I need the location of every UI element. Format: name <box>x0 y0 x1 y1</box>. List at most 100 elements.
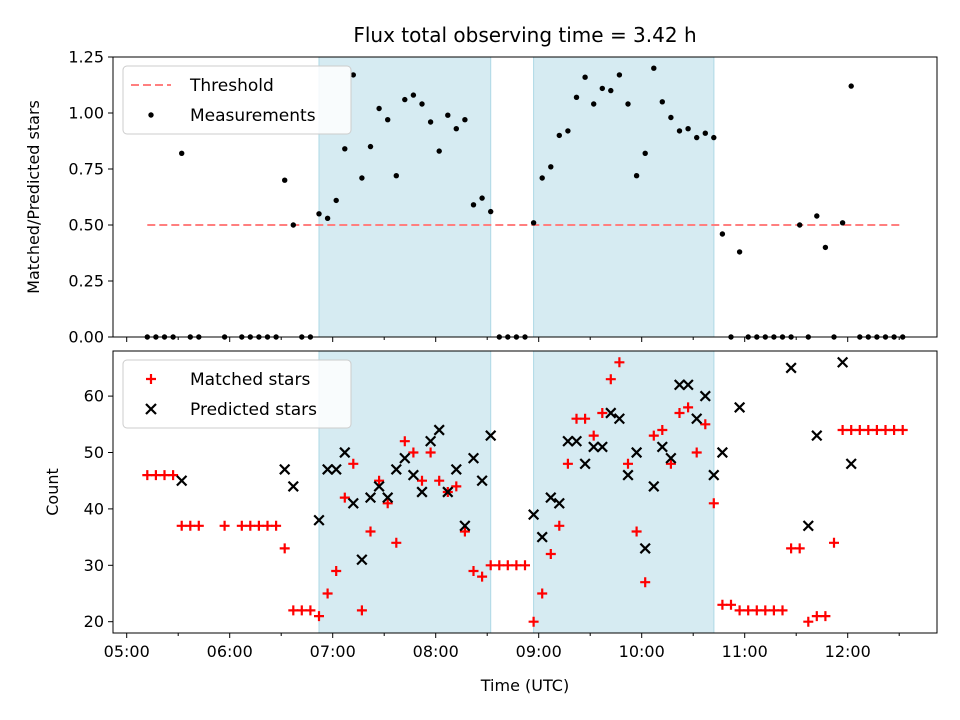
matched-star-marker <box>374 475 385 486</box>
x-tick-label: 07:00 <box>310 642 356 661</box>
predicted-star-marker <box>570 435 583 447</box>
predicted-star-marker <box>613 413 625 425</box>
matched-star-marker <box>279 543 290 554</box>
measurement-point <box>179 150 185 156</box>
measurement-point <box>573 94 580 101</box>
legend-label: Predicted stars <box>190 400 317 420</box>
predicted-star-marker <box>390 463 402 475</box>
predicted-star-marker <box>545 492 557 504</box>
matched-star-marker <box>829 537 839 548</box>
predicted-star-marker <box>416 486 428 498</box>
measurement-point <box>676 128 683 134</box>
matched-star-marker <box>580 413 591 424</box>
measurement-point <box>436 148 442 154</box>
measurement-point <box>290 222 296 228</box>
top-y-axis-label: Matched/Predicted stars <box>24 100 43 294</box>
matched-star-marker <box>863 425 874 435</box>
measurement-point <box>419 101 425 107</box>
measurement-point <box>651 65 657 71</box>
matched-star-marker <box>322 588 333 599</box>
measurement-point <box>316 211 322 217</box>
measurement-point <box>342 146 348 152</box>
measurement-point <box>685 126 691 132</box>
measurement-point <box>565 128 571 134</box>
predicted-star-marker <box>407 469 419 481</box>
predicted-star-marker <box>691 413 703 425</box>
y-tick-label: 20 <box>84 612 104 631</box>
matched-star-marker <box>631 526 642 537</box>
matched-star-marker <box>468 566 479 576</box>
matched-star-marker <box>339 492 350 503</box>
y-tick-label: 50 <box>84 443 104 462</box>
measurement-point <box>548 164 554 170</box>
predicted-star-marker <box>734 401 746 413</box>
y-tick-label: 0.25 <box>68 272 104 291</box>
matched-star-marker <box>236 520 247 531</box>
matched-star-marker <box>846 425 857 435</box>
matched-star-marker <box>683 402 694 413</box>
predicted-star-marker <box>673 379 686 391</box>
x-tick-label: 06:00 <box>207 642 253 661</box>
matched-star-marker <box>768 605 779 616</box>
predicted-star-marker <box>639 542 651 554</box>
y-tick-label: 40 <box>84 499 104 518</box>
predicted-star-marker <box>382 492 394 504</box>
y-tick-label: 0.00 <box>68 328 104 347</box>
predicted-star-marker <box>631 446 643 459</box>
measurement-point <box>659 99 665 105</box>
matched-star-marker <box>477 571 488 582</box>
measurement-point <box>462 117 468 123</box>
bottom-legend: Matched stars Predicted stars <box>122 359 352 429</box>
top-x-axis-ticks <box>126 337 900 342</box>
measurement-point <box>736 249 743 255</box>
matched-star-marker <box>451 481 462 492</box>
y-tick-label: 1.25 <box>68 48 104 67</box>
predicted-star-marker <box>665 452 677 464</box>
matched-star-marker <box>897 425 908 435</box>
matched-star-marker <box>562 458 573 469</box>
matched-star-marker <box>408 447 419 458</box>
measurement-point <box>393 173 399 179</box>
bottom-shaded-regions <box>318 350 715 634</box>
x-tick-label: 11:00 <box>722 642 768 661</box>
x-tick-label: 12:00 <box>825 642 871 661</box>
matched-star-marker <box>459 526 470 537</box>
measurement-point <box>479 195 485 201</box>
measurement-point <box>367 143 374 150</box>
y-tick-label: 60 <box>84 387 104 406</box>
matched-star-marker <box>434 475 445 486</box>
y-tick-label: 30 <box>84 556 104 575</box>
y-tick-label: 0.50 <box>68 216 104 235</box>
matched-star-marker <box>811 611 822 622</box>
measurement-point <box>385 117 391 123</box>
predicted-star-marker <box>279 463 291 475</box>
matched-star-marker <box>880 425 891 435</box>
measurement-point <box>642 150 648 156</box>
measurement-point <box>822 244 829 251</box>
matched-star-marker <box>554 520 565 531</box>
matched-star-marker <box>545 549 556 559</box>
matched-star-marker <box>142 470 153 481</box>
predicted-star-marker <box>476 475 488 487</box>
predicted-star-marker <box>450 463 462 475</box>
matched-star-marker <box>253 520 264 531</box>
measurement-point <box>719 231 726 237</box>
matched-star-marker <box>150 470 161 481</box>
measurement-point <box>402 96 408 103</box>
predicted-star-marker <box>459 520 471 532</box>
predicted-star-marker <box>605 407 617 419</box>
matched-star-marker <box>365 526 376 537</box>
legend-matched-swatch <box>146 374 156 384</box>
matched-star-marker <box>734 605 745 616</box>
measurement-point <box>711 134 717 141</box>
predicted-star-marker <box>364 492 377 504</box>
predicted-star-marker <box>322 463 334 475</box>
x-tick-label: 09:00 <box>516 642 562 661</box>
bottom-y-axis-label: Count <box>43 468 62 516</box>
bottom-series <box>142 356 908 627</box>
measurement-point <box>359 175 365 181</box>
measurement-point <box>582 74 588 80</box>
matched-star-marker <box>743 605 754 616</box>
predicted-star-marker <box>373 480 385 492</box>
matched-star-marker <box>726 599 736 610</box>
